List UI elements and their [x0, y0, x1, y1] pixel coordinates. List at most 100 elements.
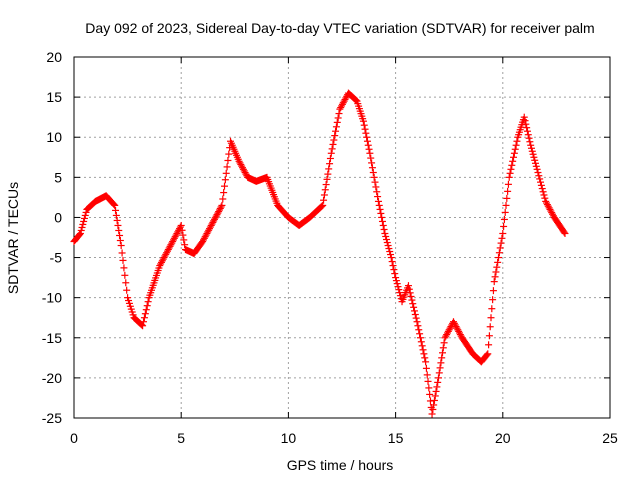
data-point — [418, 342, 426, 350]
data-point — [341, 96, 349, 104]
data-point — [342, 94, 350, 102]
plot-frame — [73, 56, 611, 419]
data-point — [525, 134, 533, 142]
data-point — [452, 323, 460, 331]
data-point — [504, 180, 512, 188]
y-tick-label: -5 — [50, 250, 63, 266]
data-point — [180, 236, 188, 244]
data-point — [157, 258, 165, 266]
data-point — [502, 201, 510, 209]
data-point — [217, 203, 225, 211]
data-point — [434, 378, 442, 386]
data-point — [541, 194, 549, 202]
data-point — [526, 138, 534, 146]
data-point — [404, 282, 412, 290]
data-point — [487, 314, 495, 322]
data-point — [387, 254, 395, 262]
data-point — [433, 383, 441, 391]
data-point — [326, 160, 334, 168]
data-point — [450, 319, 458, 327]
data-point — [392, 277, 400, 285]
data-point — [181, 241, 189, 249]
data-point — [374, 193, 382, 201]
data-point — [114, 221, 122, 229]
data-point — [495, 254, 503, 262]
data-point — [520, 113, 528, 121]
data-point — [320, 196, 328, 204]
data-point — [436, 364, 444, 372]
data-point — [491, 273, 499, 281]
data-point — [486, 323, 494, 331]
data-point — [363, 137, 371, 145]
data-point — [510, 149, 518, 157]
data-point — [169, 238, 177, 246]
data-point — [211, 215, 219, 223]
data-point — [238, 162, 246, 170]
data-point — [396, 289, 404, 297]
x-axis-label: GPS time / hours — [287, 457, 394, 473]
data-point — [396, 292, 404, 300]
data-point — [200, 234, 208, 242]
data-point — [416, 330, 424, 338]
data-point — [455, 329, 463, 337]
data-point — [160, 254, 168, 262]
data-point — [140, 314, 148, 322]
data-point — [530, 153, 538, 161]
data-point — [385, 245, 393, 253]
data-point — [161, 252, 169, 260]
data-point — [118, 249, 126, 257]
data-point — [560, 228, 568, 236]
data-point — [338, 100, 346, 108]
data-point — [326, 154, 334, 162]
data-point — [453, 324, 461, 332]
data-point — [506, 169, 514, 177]
data-point — [485, 332, 493, 340]
data-point — [221, 182, 229, 190]
data-point — [332, 127, 340, 135]
data-point — [365, 145, 373, 153]
data-point — [174, 228, 182, 236]
data-point — [409, 300, 417, 308]
axes: 0 5 10 15 20 25 -25 -20 -15 -10 -5 0 5 10 15 20 — [42, 49, 618, 446]
data-point — [179, 231, 187, 239]
data-point — [76, 230, 84, 238]
data-point — [212, 212, 220, 220]
data-point — [242, 170, 250, 178]
data-point — [117, 242, 125, 250]
data-point — [431, 392, 439, 400]
data-point — [423, 371, 431, 379]
data-point — [319, 201, 327, 209]
data-point — [496, 244, 504, 252]
y-tick-label: 15 — [46, 89, 62, 105]
data-point — [545, 204, 553, 212]
data-point — [219, 195, 227, 203]
data-point — [534, 169, 542, 177]
data-point — [378, 213, 386, 221]
data-point — [320, 191, 328, 199]
data-point — [388, 258, 396, 266]
data-point — [159, 255, 167, 263]
data-point — [76, 229, 84, 237]
data-point — [416, 334, 424, 342]
data-point — [539, 188, 547, 196]
data-point — [542, 197, 550, 205]
data-point — [338, 102, 346, 110]
data-point — [386, 248, 394, 256]
data-point — [220, 189, 228, 197]
data-point — [367, 154, 375, 162]
data-point — [444, 327, 452, 335]
data-point — [531, 156, 539, 164]
data-point — [430, 401, 438, 409]
data-point — [82, 208, 90, 216]
data-point — [362, 129, 370, 137]
data-point — [507, 165, 515, 173]
data-point — [334, 114, 342, 122]
data-point — [207, 221, 215, 229]
data-point — [224, 156, 232, 164]
data-point — [171, 233, 179, 241]
data-point — [428, 410, 436, 418]
data-point — [199, 236, 207, 244]
data-point — [410, 303, 418, 311]
data-point — [500, 215, 508, 223]
